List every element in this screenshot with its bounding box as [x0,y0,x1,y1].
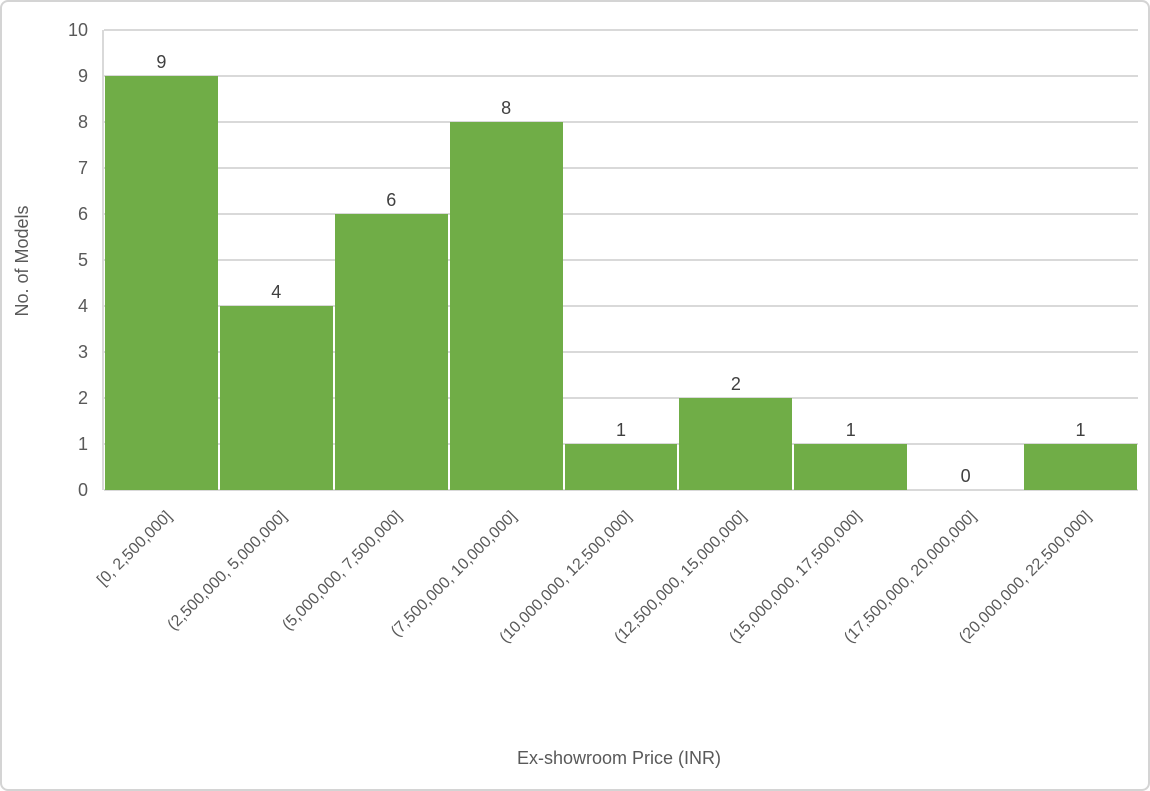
y-tick-label-3: 3 [77,342,88,362]
bar-value-label-0: 9 [156,52,167,72]
bar-bin-6 [794,444,908,490]
bar-bin-3 [449,122,563,490]
bar-bin-0 [105,76,218,490]
y-tick-label-2: 2 [77,388,88,408]
y-tick-label-7: 7 [77,158,88,178]
plot-area: 9 4 6 8 1 2 1 0 1 [102,29,1138,491]
gridline-y-10 [104,29,1138,31]
gridline-y-6 [104,213,1138,215]
gridline-y-4 [104,305,1138,307]
y-tick-label-6: 6 [77,204,88,224]
x-axis-title: Ex-showroom Price (INR) [516,748,722,768]
y-tick-label-5: 5 [77,250,88,270]
bar-bin-4 [564,444,678,490]
y-tick-label-1: 1 [77,434,88,454]
y-tick-label-4: 4 [77,296,88,316]
y-tick-label-9: 9 [77,66,88,86]
gridline-y-9 [104,75,1138,77]
bar-value-label-4: 1 [615,420,626,440]
bar-value-label-5: 2 [730,374,741,394]
x-tick-label-1: (2,500,000, 5,000,000] [164,508,291,634]
bar-value-label-7: 0 [960,466,971,486]
bar-value-label-3: 8 [501,98,512,118]
gridline-y-3 [104,351,1138,353]
y-tick-label-10: 10 [67,20,88,40]
x-tick-label-0: [0, 2,500,000] [94,508,176,590]
bar-value-label-1: 4 [271,282,282,302]
bar-bin-2 [334,214,448,490]
bar-value-label-8: 1 [1075,420,1086,440]
y-tick-label-8: 8 [77,112,88,132]
bar-bin-5 [679,398,793,490]
bar-value-label-2: 6 [386,190,397,210]
gridline-y-0 [104,489,1138,491]
gridline-y-8 [104,121,1138,123]
gridline-y-2 [104,397,1138,399]
bar-bin-8 [1024,444,1137,490]
y-tick-label-0: 0 [77,480,88,500]
bar-bin-1 [219,306,333,490]
gridline-y-7 [104,167,1138,169]
gridline-y-5 [104,259,1138,261]
bar-value-label-6: 1 [845,420,856,440]
